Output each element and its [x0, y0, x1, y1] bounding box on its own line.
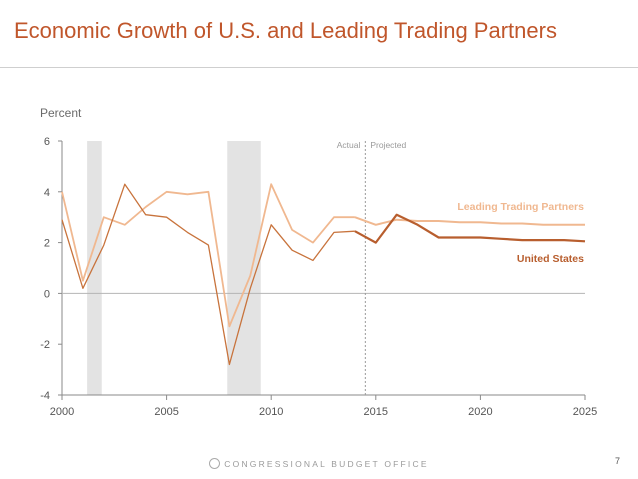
recession-band	[87, 141, 102, 395]
series-lines	[61, 183, 586, 366]
title-divider	[0, 67, 638, 68]
x-tick-label: 2010	[259, 406, 283, 418]
series-annotations: Leading Trading Partners United States	[457, 201, 584, 265]
us-actual-line	[61, 183, 355, 366]
y-tick-label: -4	[40, 390, 50, 402]
y-tick-label: 0	[44, 288, 50, 300]
y-tick-label: -2	[40, 339, 50, 351]
actual-projected-divider: Actual Projected	[337, 140, 407, 395]
x-tick-label: 2005	[154, 406, 178, 418]
cbo-seal-icon	[209, 458, 221, 469]
y-tick-label: 4	[44, 187, 50, 199]
us-series-label: United States	[517, 253, 584, 265]
partners-actual-line	[61, 183, 355, 328]
y-tick-label: 6	[44, 136, 50, 148]
partners-series-label: Leading Trading Partners	[457, 201, 584, 213]
actual-label: Actual	[337, 140, 361, 150]
growth-chart: Percent -4 -2 0 2 4 6 2000 2005 2010 2015 2020 2025…	[40, 106, 597, 418]
recession-band	[227, 141, 261, 395]
x-tick-label: 2015	[364, 406, 388, 418]
page-number: 7	[614, 456, 620, 466]
axes: -4 -2 0 2 4 6 2000 2005 2010 2015 2020 2025	[40, 136, 597, 418]
footer-text: CONGRESSIONAL BUDGET OFFICE	[224, 459, 429, 469]
projected-label: Projected	[370, 140, 406, 150]
us-projected-line	[354, 213, 586, 244]
recession-bands	[87, 141, 261, 395]
y-tick-label: 2	[44, 238, 50, 250]
x-tick-label: 2025	[573, 406, 597, 418]
slide-title: Economic Growth of U.S. and Leading Trad…	[14, 18, 557, 43]
x-tick-label: 2020	[468, 406, 492, 418]
y-axis-label: Percent	[40, 106, 82, 120]
x-tick-label: 2000	[50, 406, 74, 418]
footer: CONGRESSIONAL BUDGET OFFICE	[0, 458, 638, 469]
